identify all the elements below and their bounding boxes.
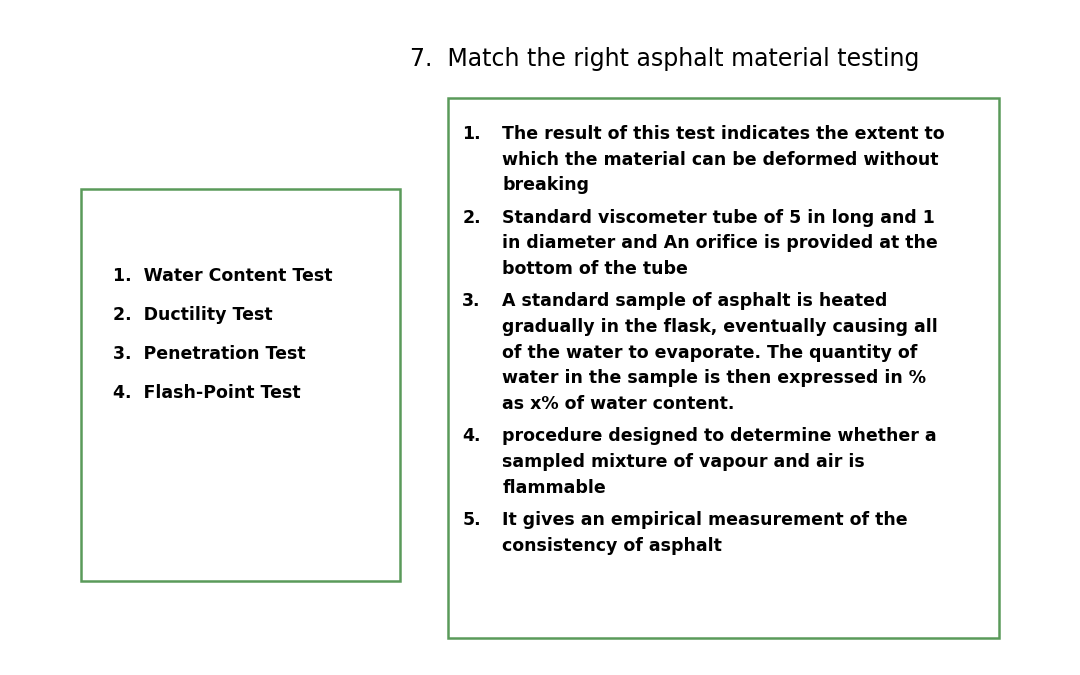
Text: bottom of the tube: bottom of the tube <box>502 260 688 278</box>
Bar <box>81 189 400 580</box>
Text: procedure designed to determine whether a: procedure designed to determine whether … <box>502 427 936 446</box>
Text: breaking: breaking <box>502 176 590 194</box>
Bar <box>448 98 999 638</box>
Text: as x% of water content.: as x% of water content. <box>502 395 734 413</box>
Text: 3.: 3. <box>462 292 481 310</box>
Text: flammable: flammable <box>502 479 606 497</box>
Text: A standard sample of asphalt is heated: A standard sample of asphalt is heated <box>502 292 888 310</box>
Text: gradually in the flask, eventually causing all: gradually in the flask, eventually causi… <box>502 318 937 336</box>
Text: 2.  Ductility Test: 2. Ductility Test <box>113 306 273 324</box>
Text: 4.: 4. <box>462 427 481 446</box>
Text: sampled mixture of vapour and air is: sampled mixture of vapour and air is <box>502 453 865 471</box>
Text: which the material can be deformed without: which the material can be deformed witho… <box>502 151 939 169</box>
Text: 2.: 2. <box>462 209 481 227</box>
Text: of the water to evaporate. The quantity of: of the water to evaporate. The quantity … <box>502 344 918 362</box>
Text: 1.: 1. <box>462 125 481 143</box>
Text: Standard viscometer tube of 5 in long and 1: Standard viscometer tube of 5 in long an… <box>502 209 935 227</box>
Text: 7.  Match the right asphalt material testing: 7. Match the right asphalt material test… <box>410 47 920 72</box>
Text: 4.  Flash-Point Test: 4. Flash-Point Test <box>113 384 301 402</box>
Text: The result of this test indicates the extent to: The result of this test indicates the ex… <box>502 125 945 143</box>
Text: 5.: 5. <box>462 511 481 529</box>
Text: water in the sample is then expressed in %: water in the sample is then expressed in… <box>502 369 927 387</box>
Text: consistency of asphalt: consistency of asphalt <box>502 537 723 555</box>
Text: 3.  Penetration Test: 3. Penetration Test <box>113 345 306 363</box>
Text: It gives an empirical measurement of the: It gives an empirical measurement of the <box>502 511 908 529</box>
Text: in diameter and An orifice is provided at the: in diameter and An orifice is provided a… <box>502 234 937 252</box>
Text: 1.  Water Content Test: 1. Water Content Test <box>113 267 333 285</box>
